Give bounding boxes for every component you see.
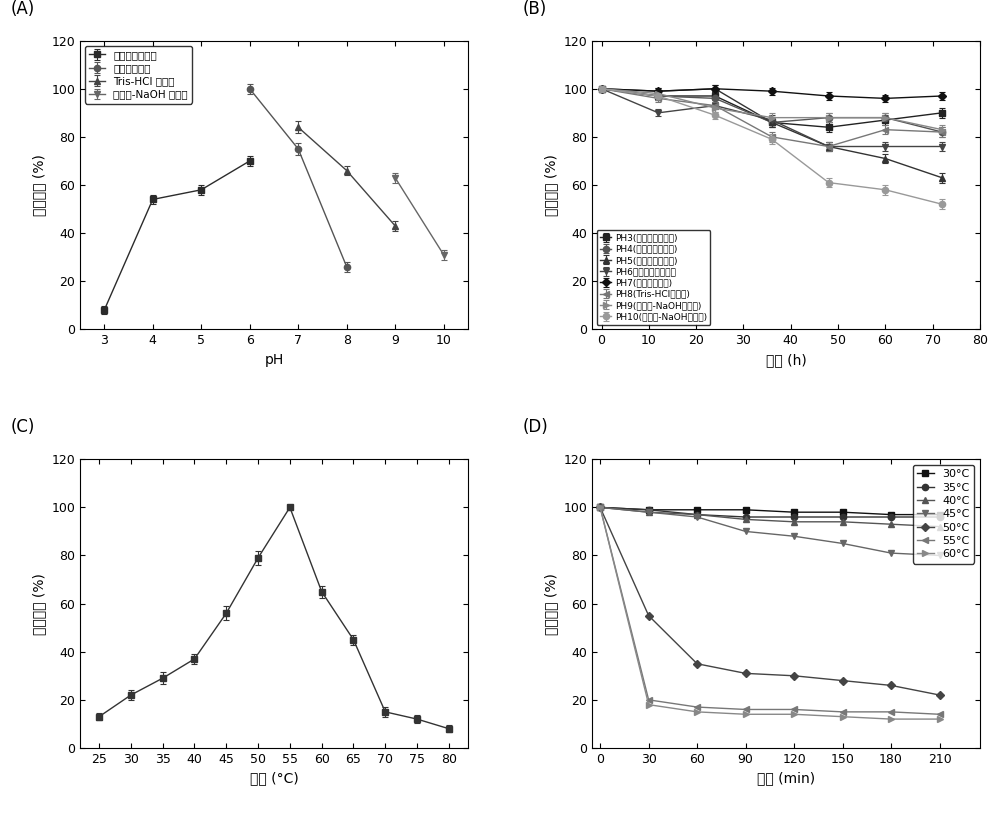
40°C bbox=[691, 510, 703, 520]
X-axis label: 时间 (h): 时间 (h) bbox=[766, 353, 806, 367]
Line: 35°C: 35°C bbox=[597, 504, 943, 520]
60°C bbox=[885, 714, 897, 724]
Line: 40°C: 40°C bbox=[597, 504, 943, 530]
30°C bbox=[594, 502, 606, 512]
40°C bbox=[934, 522, 946, 532]
60°C bbox=[788, 710, 800, 720]
30°C bbox=[691, 505, 703, 515]
45°C bbox=[934, 550, 946, 560]
Text: (A): (A) bbox=[10, 0, 34, 18]
Text: (D): (D) bbox=[522, 418, 548, 436]
45°C bbox=[643, 507, 655, 517]
40°C bbox=[885, 520, 897, 529]
30°C bbox=[788, 507, 800, 517]
45°C bbox=[740, 527, 752, 537]
45°C bbox=[837, 538, 849, 548]
60°C bbox=[643, 700, 655, 710]
50°C bbox=[643, 611, 655, 620]
30°C bbox=[885, 510, 897, 520]
50°C bbox=[837, 676, 849, 685]
Y-axis label: 相对酶活 (%): 相对酶活 (%) bbox=[32, 572, 46, 635]
45°C bbox=[788, 532, 800, 541]
Line: 50°C: 50°C bbox=[597, 504, 943, 698]
55°C bbox=[691, 702, 703, 712]
35°C bbox=[934, 512, 946, 522]
55°C bbox=[740, 705, 752, 715]
30°C bbox=[643, 505, 655, 515]
35°C bbox=[788, 512, 800, 522]
45°C bbox=[691, 512, 703, 522]
40°C bbox=[740, 515, 752, 524]
Line: 55°C: 55°C bbox=[597, 504, 943, 717]
55°C bbox=[885, 707, 897, 717]
60°C bbox=[837, 712, 849, 722]
45°C bbox=[594, 502, 606, 512]
40°C bbox=[594, 502, 606, 512]
Line: 45°C: 45°C bbox=[597, 504, 943, 559]
50°C bbox=[594, 502, 606, 512]
35°C bbox=[643, 505, 655, 515]
60°C bbox=[934, 714, 946, 724]
35°C bbox=[691, 510, 703, 520]
50°C bbox=[788, 671, 800, 680]
55°C bbox=[643, 695, 655, 705]
Text: (C): (C) bbox=[10, 418, 35, 436]
40°C bbox=[837, 517, 849, 527]
45°C bbox=[885, 548, 897, 558]
40°C bbox=[788, 517, 800, 527]
50°C bbox=[934, 690, 946, 700]
Line: 30°C: 30°C bbox=[597, 504, 943, 518]
X-axis label: 温度 (°C): 温度 (°C) bbox=[250, 772, 298, 785]
35°C bbox=[594, 502, 606, 512]
Legend: 30°C, 35°C, 40°C, 45°C, 50°C, 55°C, 60°C: 30°C, 35°C, 40°C, 45°C, 50°C, 55°C, 60°C bbox=[913, 465, 974, 563]
60°C bbox=[740, 710, 752, 720]
30°C bbox=[934, 510, 946, 520]
35°C bbox=[885, 512, 897, 522]
Y-axis label: 相对酶活 (%): 相对酶活 (%) bbox=[544, 154, 558, 216]
55°C bbox=[837, 707, 849, 717]
Y-axis label: 相对酶活 (%): 相对酶活 (%) bbox=[544, 572, 558, 635]
60°C bbox=[594, 502, 606, 512]
50°C bbox=[885, 680, 897, 690]
30°C bbox=[740, 505, 752, 515]
35°C bbox=[740, 512, 752, 522]
50°C bbox=[691, 659, 703, 668]
X-axis label: 时间 (min): 时间 (min) bbox=[757, 772, 815, 785]
Legend: PH3(柠橬酸盐缓冲液), PH4(柠橬酸盐缓冲液), PH5(柠橬酸盐缓冲液), PH6（磷酸盐缓冲液）, PH7(磷酸盐缓冲液), PH8(Tris-HCl: PH3(柠橬酸盐缓冲液), PH4(柠橬酸盐缓冲液), PH5(柠橬酸盐缓冲液)… bbox=[597, 230, 710, 325]
40°C bbox=[643, 507, 655, 517]
55°C bbox=[934, 710, 946, 720]
Text: (B): (B) bbox=[522, 0, 546, 18]
55°C bbox=[788, 705, 800, 715]
55°C bbox=[594, 502, 606, 512]
60°C bbox=[691, 707, 703, 717]
30°C bbox=[837, 507, 849, 517]
35°C bbox=[837, 512, 849, 522]
X-axis label: pH: pH bbox=[264, 353, 284, 367]
Line: 60°C: 60°C bbox=[597, 504, 943, 722]
Y-axis label: 相对酶活 (%): 相对酶活 (%) bbox=[32, 154, 46, 216]
Legend: 柠橬酸盐缓冲液, 磷酸盐缓冲液, Tris-HCl 缓冲液, 甘氨酸-NaOH 缓冲液: 柠橬酸盐缓冲液, 磷酸盐缓冲液, Tris-HCl 缓冲液, 甘氨酸-NaOH … bbox=[85, 46, 192, 103]
50°C bbox=[740, 668, 752, 678]
